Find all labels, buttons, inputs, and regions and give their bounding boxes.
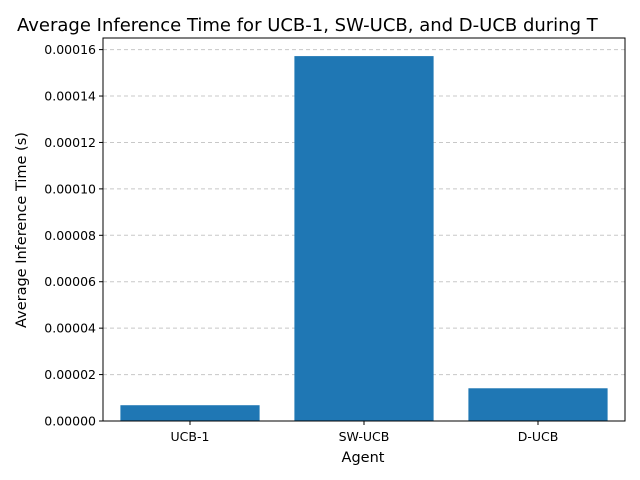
x-tick-label: UCB-1 bbox=[171, 429, 210, 444]
bar-ucb-1 bbox=[120, 405, 260, 421]
y-tick-label: 0.00014 bbox=[44, 89, 96, 104]
axes bbox=[99, 37, 626, 425]
plot-frame bbox=[102, 37, 626, 422]
y-tick-label: 0.00000 bbox=[44, 414, 96, 429]
x-tick-label: SW-UCB bbox=[339, 429, 390, 444]
bar-sw-ucb bbox=[294, 56, 434, 421]
tick-labels: 0.00000 0.00002 0.00004 0.00006 0.00008 0.000… bbox=[44, 42, 558, 444]
chart-title: Average Inference Time for UCB-1, SW-UCB… bbox=[17, 15, 599, 36]
x-axis-label: Agent bbox=[342, 450, 385, 466]
y-tick-label: 0.00002 bbox=[44, 367, 96, 382]
y-tick-label: 0.00010 bbox=[44, 181, 96, 196]
y-tick-label: 0.00006 bbox=[44, 274, 96, 289]
y-tick-label: 0.00008 bbox=[44, 228, 96, 243]
y-tick-label: 0.00016 bbox=[44, 42, 96, 57]
y-axis-label: Average Inference Time (s) bbox=[14, 132, 30, 328]
bar-d-ucb bbox=[468, 388, 608, 421]
x-tick-label: D-UCB bbox=[518, 429, 559, 444]
y-tick-label: 0.00012 bbox=[44, 135, 96, 150]
y-tick-label: 0.00004 bbox=[44, 321, 96, 336]
bars bbox=[120, 56, 608, 421]
